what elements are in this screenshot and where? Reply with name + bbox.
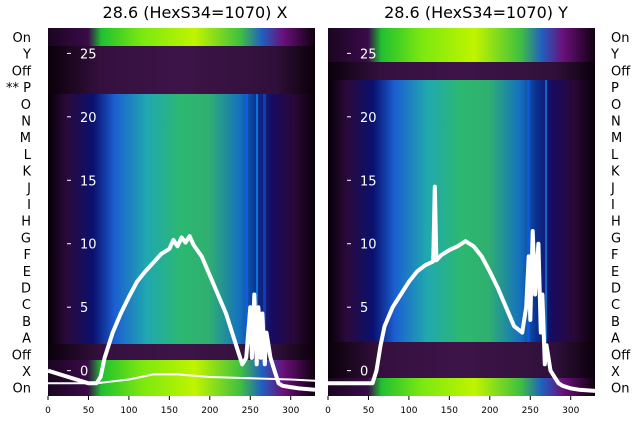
row-label: E [611,265,619,280]
panel-right: 28.6 (HexS34=1070) Y OnYOffPONMLKJIHGFED… [325,3,631,416]
band-main [48,94,315,344]
row-label: I [27,198,31,213]
chart-title-right: 28.6 (HexS34=1070) Y [384,3,568,22]
row-label: N [21,115,31,130]
band-on-top [48,28,315,46]
row-label: On [611,382,629,397]
series-line-0 [328,184,595,393]
row-label: G [21,231,31,246]
x-tick-label: 0 [325,406,331,416]
x-tick-label: 100 [400,406,417,416]
band-on-bottom [328,378,595,396]
row-label: K [611,165,620,180]
row-label: Y [22,48,31,63]
row-label: E [23,265,31,280]
y-tick-label: 20 [80,111,97,126]
x-tick-label: 250 [242,406,259,416]
y-tick-label: 10 [360,238,377,253]
row-label: B [22,315,31,330]
row-label: I [611,198,615,213]
row-label: X [611,365,620,380]
x-tick-label: 0 [45,406,51,416]
row-label: On [13,382,31,397]
row-label: K [22,165,31,180]
row-label: D [611,282,621,297]
y-tick-label: 5 [360,301,368,316]
row-label: On [611,31,629,46]
x-tick-label: 200 [201,406,218,416]
x-tick-label: 50 [83,406,95,416]
y-tick-label: 20 [360,111,377,126]
row-label: B [611,315,620,330]
stripe [256,94,258,344]
row-label: ** P [6,81,31,96]
x-tick-label: 300 [562,406,579,416]
x-tick-label: 50 [363,406,375,416]
row-label: C [22,298,31,313]
band-off-top [48,46,315,94]
row-label: J [610,181,615,196]
chart-title-left: 28.6 (HexS34=1070) X [103,3,288,22]
y-tick-label: 0 [360,365,368,380]
y-tick-label: 25 [80,47,97,62]
x-tick-label: 300 [282,406,299,416]
x-tick-label: 100 [120,406,137,416]
band-main [328,80,595,342]
row-label: P [611,81,619,96]
row-label: C [611,298,620,313]
row-label: H [611,215,621,230]
row-label: L [24,148,32,163]
y-tick-label: 10 [80,238,97,253]
row-label: G [611,231,621,246]
row-label: F [24,248,31,263]
stripe [527,80,530,342]
band-on-top [328,28,595,62]
row-label: M [611,131,622,146]
row-label: Off [611,64,631,79]
row-label: F [611,248,618,263]
x-tick-label: 150 [441,406,458,416]
row-label: N [611,115,621,130]
row-label: Off [12,64,32,79]
row-label: O [611,98,621,113]
row-label: J [26,181,31,196]
row-label: A [611,332,620,347]
series-line-1 [48,373,315,385]
row-label: D [21,282,31,297]
y-tick-label: 0 [80,365,88,380]
y-tick-label: 15 [80,174,97,189]
row-label: A [22,332,31,347]
band-off-bottom [48,344,315,360]
row-label: Y [610,48,619,63]
x-tick-label: 250 [522,406,539,416]
row-label: H [21,215,31,230]
series-line-0 [48,234,315,392]
band-off-top [328,62,595,80]
row-label: Off [12,348,32,363]
row-label: Off [611,348,631,363]
row-label: M [20,131,31,146]
row-label: X [22,365,31,380]
y-tick-label: 25 [360,47,377,62]
row-label: L [611,148,619,163]
x-tick-label: 200 [481,406,498,416]
stripe [263,94,266,344]
x-tick-label: 150 [161,406,178,416]
y-tick-label: 5 [80,301,88,316]
y-tick-label: 15 [360,174,377,189]
stripe [245,94,248,344]
stripe [545,80,547,342]
row-label: On [13,31,31,46]
row-label: O [21,98,31,113]
